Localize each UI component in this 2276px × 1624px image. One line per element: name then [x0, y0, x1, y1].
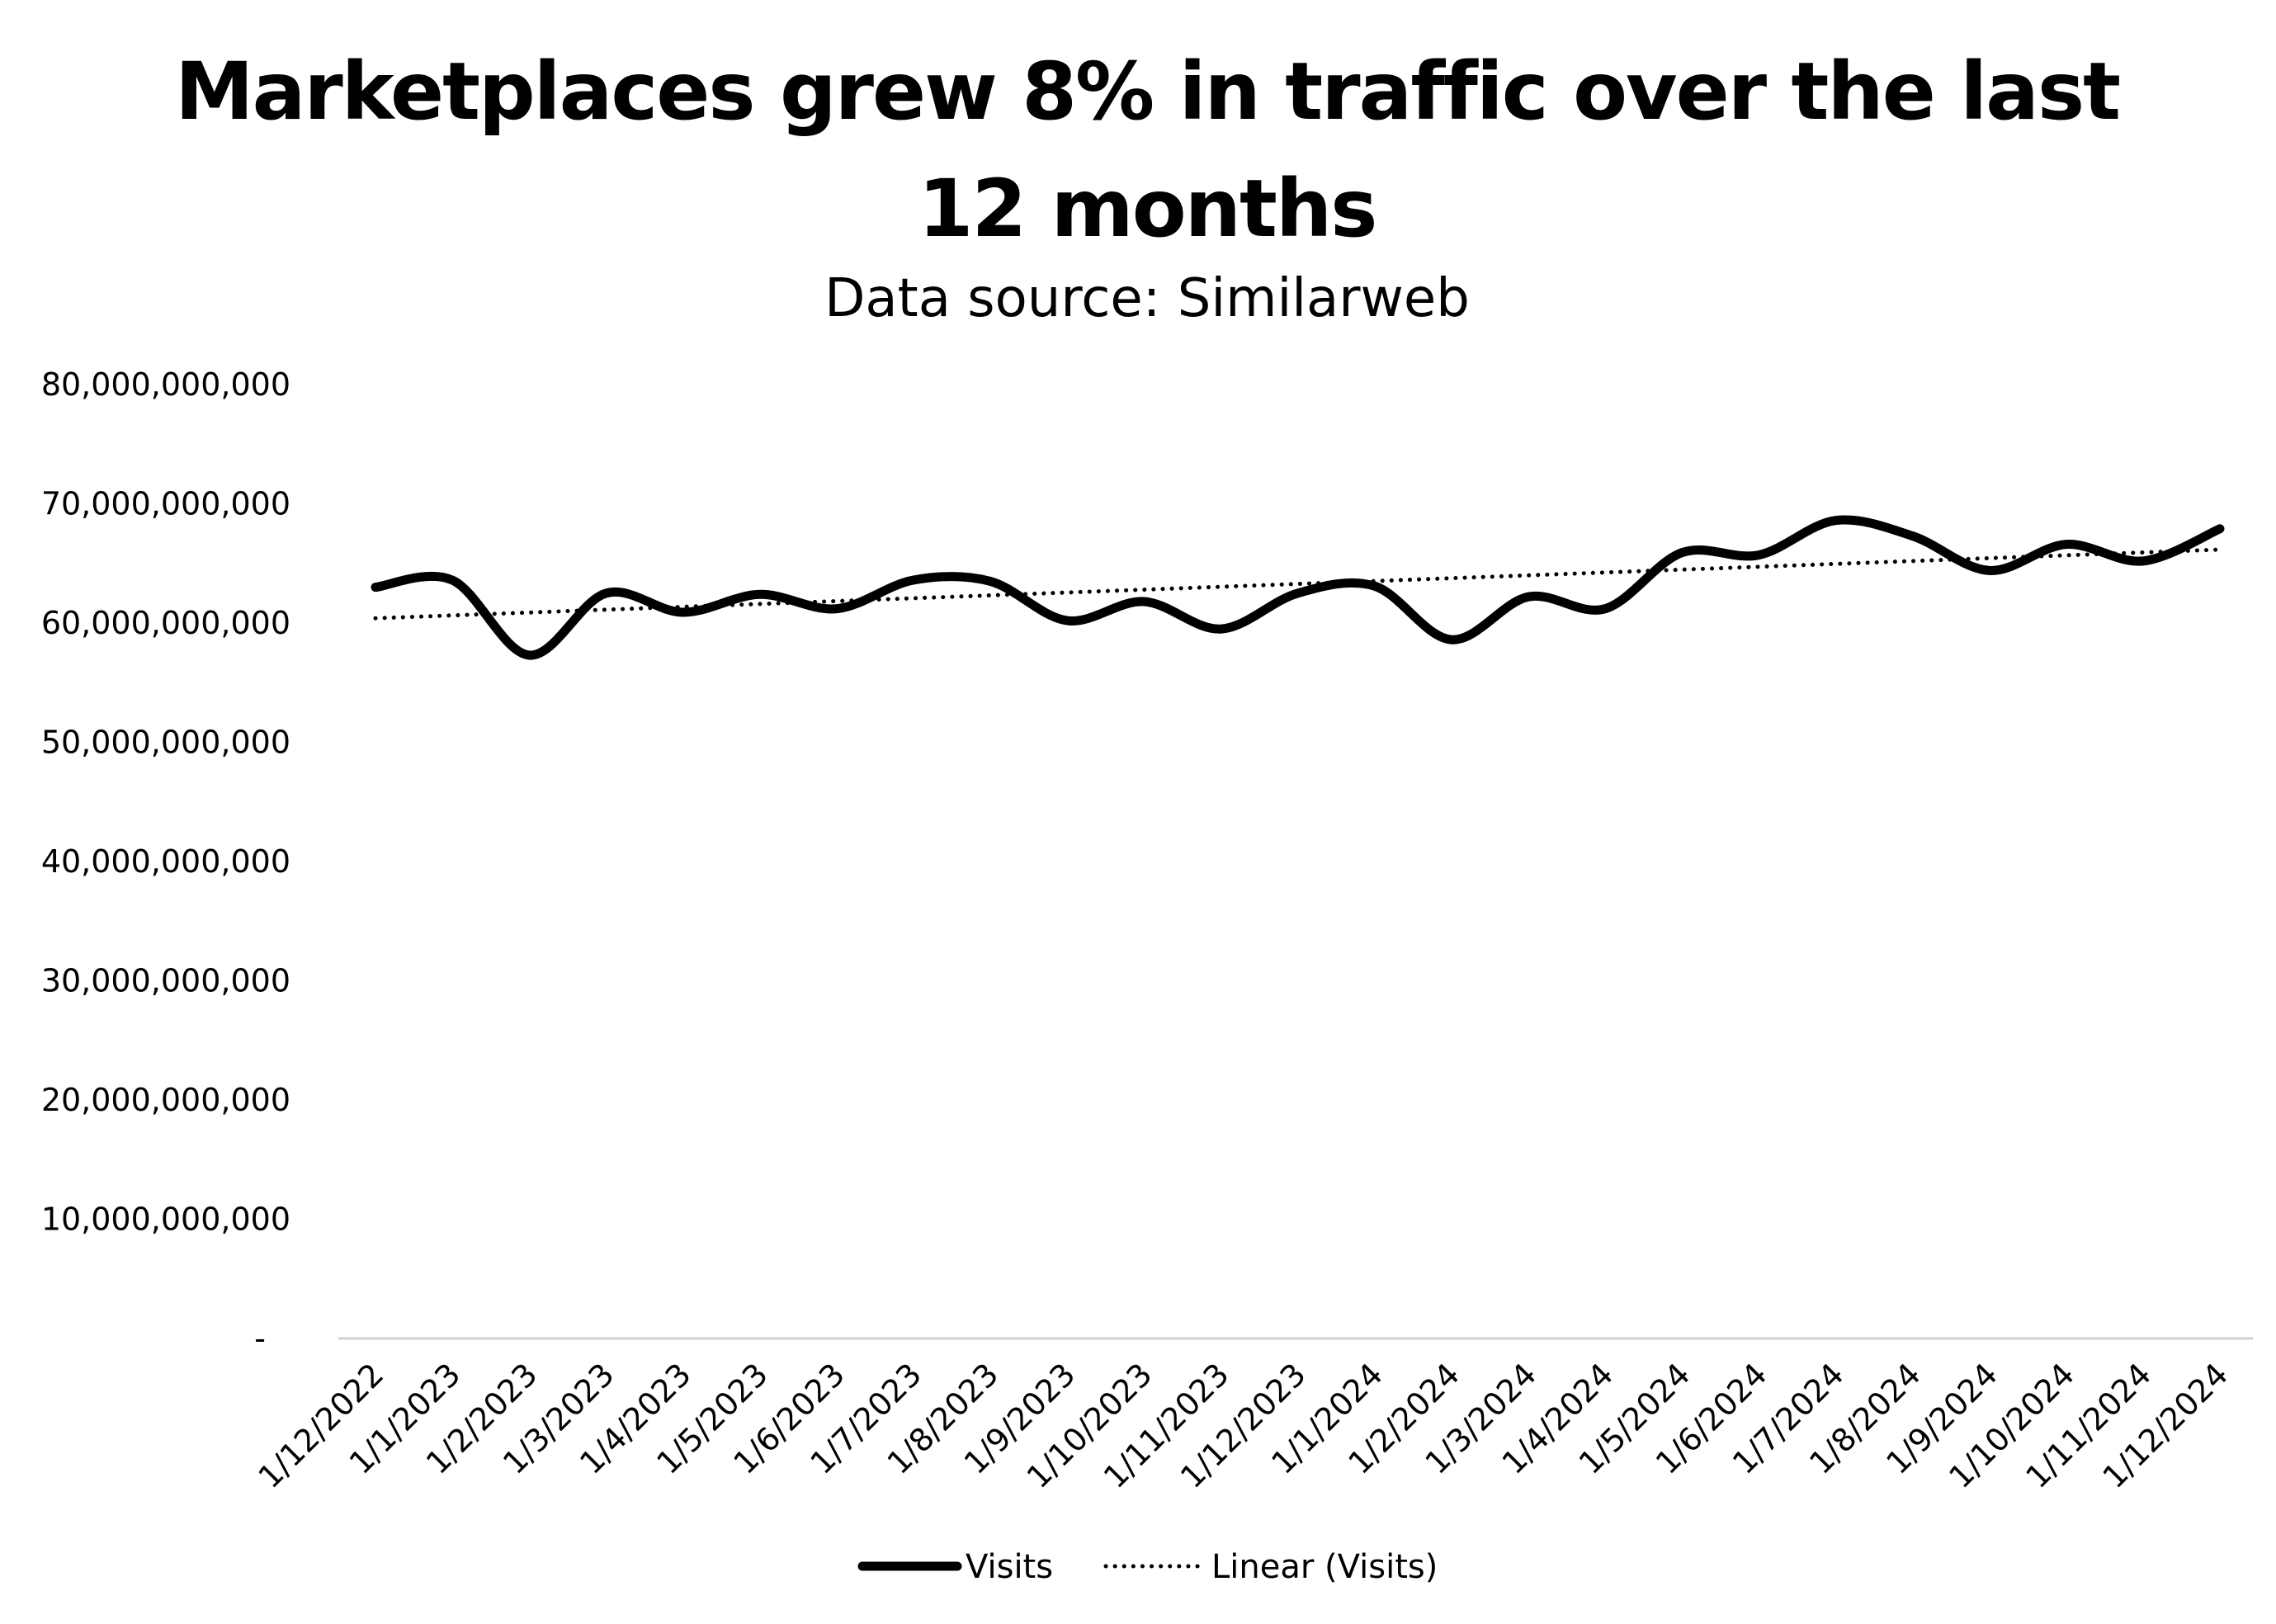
y-axis: - 10,000,000,000 20,000,000,000 30,000,000,… — [41, 366, 290, 1357]
y-tick-label: 20,000,000,000 — [41, 1082, 290, 1118]
y-tick-label: 50,000,000,000 — [41, 725, 290, 761]
legend: Visits Linear (Visits) — [857, 1548, 1438, 1586]
legend-linear-label: Linear (Visits) — [1211, 1548, 1438, 1586]
y-tick-label: - — [254, 1320, 266, 1357]
y-tick-label: 70,000,000,000 — [41, 486, 290, 522]
trendline-series — [373, 547, 2222, 621]
chart-title: Marketplaces grew 8% in traffic over the… — [0, 33, 2276, 267]
visits-series-line — [371, 515, 2225, 660]
x-axis: 1/12/20221/1/20231/2/20231/3/20231/4/202… — [251, 1356, 2235, 1495]
y-tick-label: 80,000,000,000 — [41, 366, 290, 403]
chart-subtitle: Data source: Similarweb — [824, 268, 1470, 329]
y-tick-label: 30,000,000,000 — [41, 963, 290, 999]
chart-title-line-1: Marketplaces grew 8% in traffic over the… — [175, 45, 2121, 138]
series-layer — [371, 515, 2225, 660]
legend-visits-label: Visits — [966, 1548, 1053, 1586]
y-tick-label: 40,000,000,000 — [41, 843, 290, 880]
y-tick-label: 60,000,000,000 — [41, 605, 290, 641]
y-tick-label: 10,000,000,000 — [41, 1201, 290, 1238]
chart-title-line-2: 12 months — [918, 163, 1378, 255]
